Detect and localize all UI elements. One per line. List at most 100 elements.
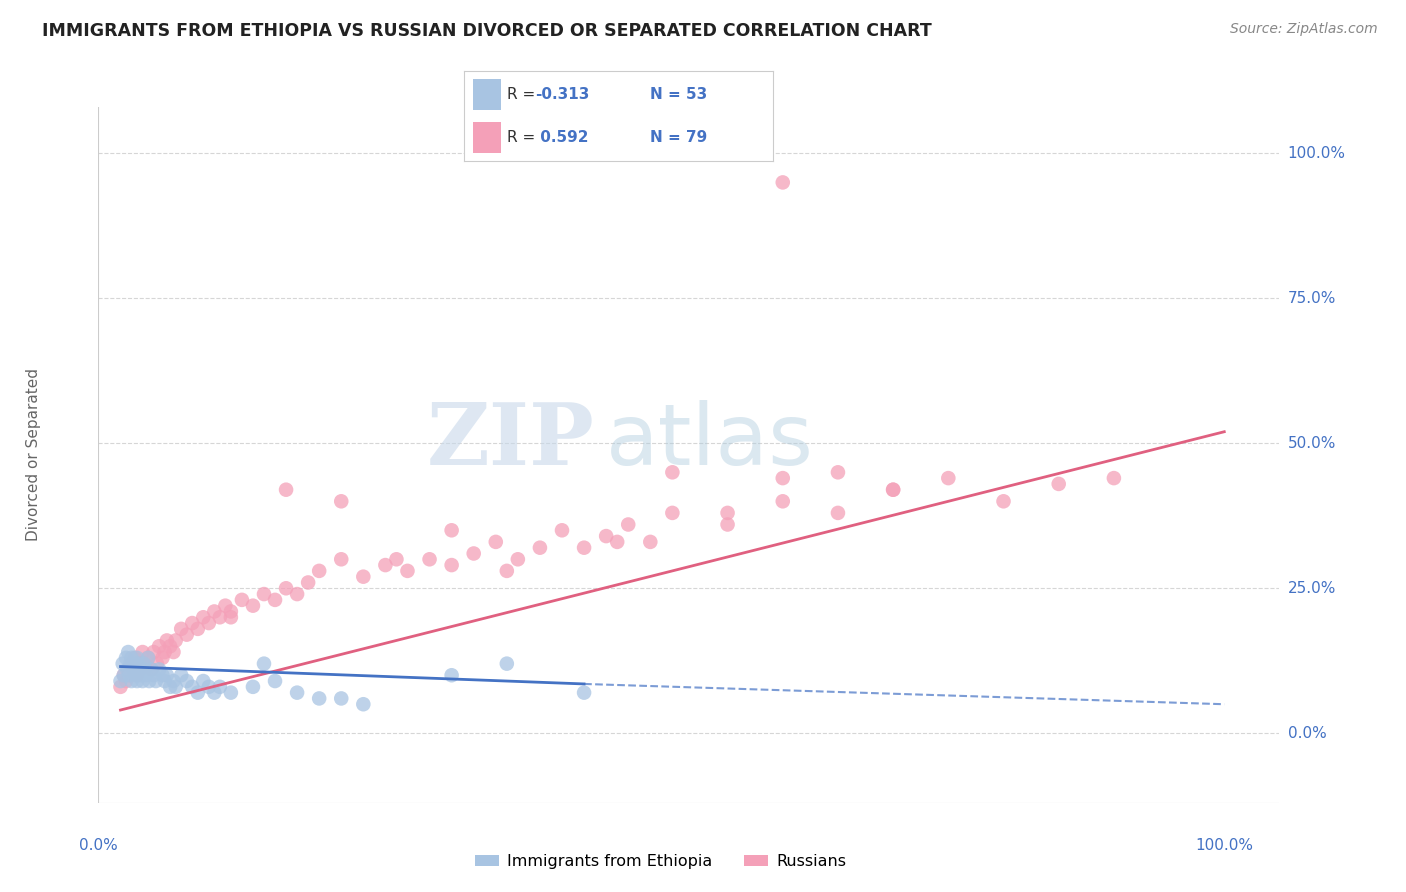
Point xyxy=(152,668,174,682)
Point xyxy=(882,483,904,497)
Text: atlas: atlas xyxy=(606,400,814,483)
Point xyxy=(156,668,179,682)
Point xyxy=(396,564,419,578)
Point xyxy=(1047,476,1070,491)
Point xyxy=(219,685,242,699)
Point xyxy=(219,610,242,624)
Point xyxy=(176,628,198,642)
Point xyxy=(606,534,628,549)
Point xyxy=(551,523,574,537)
Point xyxy=(242,680,264,694)
Point xyxy=(129,662,152,676)
Text: 0.592: 0.592 xyxy=(536,130,589,145)
Bar xyxy=(474,79,501,110)
Point xyxy=(440,668,463,682)
Point xyxy=(170,668,193,682)
Point xyxy=(993,494,1015,508)
Legend: Immigrants from Ethiopia, Russians: Immigrants from Ethiopia, Russians xyxy=(468,847,853,875)
Point xyxy=(936,471,959,485)
Point xyxy=(187,685,209,699)
Point xyxy=(127,657,149,671)
Point xyxy=(253,587,276,601)
Point xyxy=(202,685,225,699)
Point xyxy=(159,680,181,694)
Point xyxy=(165,633,187,648)
Point xyxy=(716,506,738,520)
Point xyxy=(193,610,215,624)
Point xyxy=(772,175,794,190)
Text: Divorced or Separated: Divorced or Separated xyxy=(25,368,41,541)
Point xyxy=(118,668,141,682)
Point xyxy=(122,662,145,676)
Point xyxy=(181,680,204,694)
Point xyxy=(193,674,215,689)
Point xyxy=(640,534,662,549)
Point xyxy=(264,674,287,689)
Point xyxy=(716,517,738,532)
Point xyxy=(198,615,221,630)
Point xyxy=(115,674,138,689)
Point xyxy=(827,466,849,480)
Point xyxy=(772,494,794,508)
Point xyxy=(146,657,169,671)
Point xyxy=(118,668,141,682)
Point xyxy=(253,657,276,671)
Text: R =: R = xyxy=(508,87,540,102)
Point xyxy=(352,570,374,584)
Point xyxy=(231,592,253,607)
Point xyxy=(285,685,308,699)
Point xyxy=(219,605,242,619)
Text: -0.313: -0.313 xyxy=(536,87,589,102)
Point xyxy=(156,633,179,648)
Point xyxy=(297,575,319,590)
Point xyxy=(308,691,330,706)
Text: 50.0%: 50.0% xyxy=(1288,436,1336,450)
Point xyxy=(115,662,138,676)
Point xyxy=(352,698,374,712)
Point xyxy=(125,668,148,682)
Point xyxy=(661,506,683,520)
Point xyxy=(136,651,159,665)
Point xyxy=(572,685,595,699)
Point xyxy=(506,552,529,566)
Point xyxy=(148,662,170,676)
Point xyxy=(208,610,231,624)
Point xyxy=(153,674,176,689)
Point xyxy=(127,657,149,671)
Point xyxy=(121,674,143,689)
Point xyxy=(134,662,156,676)
Point xyxy=(170,622,193,636)
Text: 0.0%: 0.0% xyxy=(1288,726,1326,740)
Point xyxy=(661,466,683,480)
Point xyxy=(124,657,146,671)
Point xyxy=(330,494,353,508)
Text: N = 53: N = 53 xyxy=(650,87,707,102)
Point xyxy=(330,691,353,706)
Point xyxy=(485,534,508,549)
Point xyxy=(495,564,517,578)
Point xyxy=(125,651,148,665)
Point xyxy=(121,657,143,671)
Point xyxy=(159,639,181,653)
Point xyxy=(117,662,139,676)
Text: 100.0%: 100.0% xyxy=(1195,838,1253,853)
Point xyxy=(115,651,138,665)
Text: R =: R = xyxy=(508,130,540,145)
Point xyxy=(440,523,463,537)
Point xyxy=(148,639,170,653)
Point xyxy=(136,651,159,665)
Text: Source: ZipAtlas.com: Source: ZipAtlas.com xyxy=(1230,22,1378,37)
Point xyxy=(125,674,148,689)
Point xyxy=(138,674,160,689)
Point xyxy=(285,587,308,601)
Point xyxy=(529,541,551,555)
Point xyxy=(120,657,142,671)
Point xyxy=(308,564,330,578)
Point xyxy=(121,651,143,665)
Point xyxy=(419,552,441,566)
Point xyxy=(772,471,794,485)
Point xyxy=(198,680,221,694)
Point xyxy=(142,668,165,682)
Point xyxy=(202,605,225,619)
Point xyxy=(385,552,408,566)
